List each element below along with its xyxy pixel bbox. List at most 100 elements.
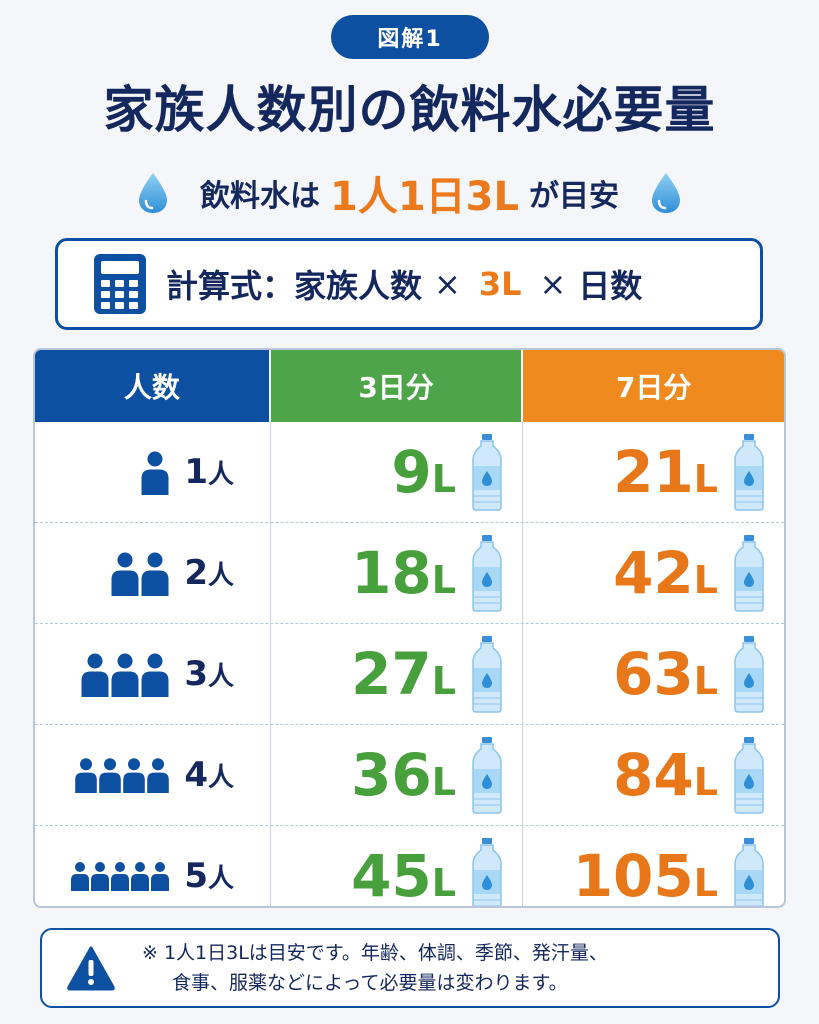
people-icons bbox=[74, 757, 170, 793]
person-icon bbox=[141, 552, 169, 596]
three-day-value: 9L bbox=[391, 443, 456, 501]
formula-three-liters: 3L bbox=[478, 265, 522, 303]
water-bottle-icon bbox=[472, 737, 502, 814]
note-box: ※ 1人1日3Lは目安です。年齢、体調、季節、発汗量、 食事、服薬などによって必… bbox=[40, 928, 780, 1008]
people-count-unit: 人 bbox=[207, 763, 234, 793]
formula-times-1: × bbox=[434, 265, 461, 303]
seven-day-cell: 42L bbox=[522, 523, 784, 623]
seven-day-value: 21L bbox=[613, 443, 718, 501]
table-header: 人数 3日分 7日分 bbox=[35, 350, 784, 422]
three-day-cell: 45L bbox=[270, 826, 522, 906]
liter-unit: L bbox=[431, 457, 456, 501]
person-icon bbox=[141, 653, 169, 697]
seven-day-cell: 21L bbox=[522, 422, 784, 522]
table-row: 1人 9L 21L bbox=[35, 422, 784, 522]
person-icon bbox=[111, 552, 139, 596]
figure-badge: 図解1 bbox=[331, 15, 489, 59]
three-day-cell: 27L bbox=[270, 624, 522, 724]
people-count-number: 3 bbox=[184, 654, 208, 694]
header-7-days: 7日分 bbox=[521, 350, 784, 422]
water-bottle-icon bbox=[472, 838, 502, 906]
people-cell: 1人 bbox=[35, 422, 270, 522]
three-day-number: 45 bbox=[351, 842, 432, 908]
liter-unit: L bbox=[693, 861, 718, 905]
people-cell: 2人 bbox=[35, 523, 270, 623]
people-icons bbox=[110, 551, 170, 596]
note-line-1: ※ 1人1日3Lは目安です。年齢、体調、季節、発汗量、 bbox=[142, 941, 608, 964]
three-day-cell: 9L bbox=[270, 422, 522, 522]
seven-day-cell: 84L bbox=[522, 725, 784, 825]
subtitle: 飲料水は 1人1日3L が目安 bbox=[0, 163, 819, 223]
water-table: 人数 3日分 7日分 1人 9L 21L 2人 18L 42L 3人 27L 63L 4人 36L 8… bbox=[33, 348, 786, 908]
table-body: 1人 9L 21L 2人 18L 42L 3人 27L 63L 4人 36L 84L 5人 45L 105L bbox=[35, 422, 784, 906]
subtitle-after: が目安 bbox=[528, 179, 619, 214]
water-bottle-icon bbox=[734, 838, 764, 906]
seven-day-value: 42L bbox=[613, 544, 718, 602]
person-icon bbox=[71, 862, 90, 891]
person-icon bbox=[81, 653, 109, 697]
person-icon bbox=[147, 758, 170, 793]
people-cell: 4人 bbox=[35, 725, 270, 825]
water-bottle-icon bbox=[734, 636, 764, 713]
person-icon bbox=[131, 862, 150, 891]
people-icons bbox=[140, 450, 170, 495]
three-day-value: 18L bbox=[351, 544, 456, 602]
person-icon bbox=[75, 758, 98, 793]
page-title: 家族人数別の飲料水必要量 bbox=[103, 81, 716, 139]
seven-day-value: 105L bbox=[573, 847, 718, 905]
three-day-number: 36 bbox=[351, 741, 432, 809]
subtitle-accent: 1人1日3L bbox=[330, 174, 519, 220]
people-count-unit: 人 bbox=[207, 460, 234, 490]
calculator-icon bbox=[94, 254, 146, 314]
people-count: 2人 bbox=[184, 553, 234, 593]
seven-day-cell: 105L bbox=[522, 826, 784, 906]
water-bottle-icon bbox=[734, 434, 764, 511]
liter-unit: L bbox=[431, 760, 456, 804]
person-icon bbox=[141, 451, 169, 495]
liter-unit: L bbox=[693, 457, 718, 501]
formula-times-2: × bbox=[539, 265, 567, 303]
header-3-days: 3日分 bbox=[268, 350, 522, 422]
person-icon bbox=[151, 862, 170, 891]
three-day-value: 27L bbox=[351, 645, 456, 703]
liter-unit: L bbox=[693, 558, 718, 602]
three-day-number: 9 bbox=[391, 438, 432, 506]
water-bottle-icon bbox=[472, 636, 502, 713]
seven-day-value: 63L bbox=[613, 645, 718, 703]
person-icon bbox=[123, 758, 146, 793]
warning-icon bbox=[67, 946, 115, 991]
liter-unit: L bbox=[693, 760, 718, 804]
water-bottle-icon bbox=[734, 737, 764, 814]
table-row: 3人 27L 63L bbox=[35, 623, 784, 724]
three-day-value: 36L bbox=[351, 746, 456, 804]
table-row: 4人 36L 84L bbox=[35, 724, 784, 825]
water-drop-icon bbox=[139, 173, 167, 213]
formula-days: 日数 bbox=[578, 267, 643, 305]
liter-unit: L bbox=[431, 558, 456, 602]
seven-day-number: 63 bbox=[613, 640, 694, 708]
people-cell: 5人 bbox=[35, 826, 270, 906]
header-people: 人数 bbox=[35, 350, 269, 422]
person-icon bbox=[99, 758, 122, 793]
water-bottle-icon bbox=[472, 535, 502, 612]
people-count: 5人 bbox=[184, 856, 234, 896]
people-count-number: 2 bbox=[184, 553, 208, 593]
seven-day-value: 84L bbox=[613, 746, 718, 804]
note-text: ※ 1人1日3Lは目安です。年齢、体調、季節、発汗量、 食事、服薬などによって必… bbox=[142, 938, 608, 999]
water-bottle-icon bbox=[734, 535, 764, 612]
people-count: 1人 bbox=[184, 452, 234, 492]
subtitle-before: 飲料水は bbox=[200, 179, 320, 214]
person-icon bbox=[91, 862, 110, 891]
formula-text: 計算式：家族人数 × 3L × 日数 bbox=[166, 261, 642, 307]
table-row: 5人 45L 105L bbox=[35, 825, 784, 906]
three-day-value: 45L bbox=[351, 847, 456, 905]
people-count-number: 5 bbox=[184, 856, 208, 896]
formula-box: 計算式：家族人数 × 3L × 日数 bbox=[55, 238, 763, 330]
liter-unit: L bbox=[431, 659, 456, 703]
seven-day-number: 105 bbox=[572, 842, 694, 908]
people-count: 3人 bbox=[184, 654, 234, 694]
people-icons bbox=[70, 861, 170, 891]
seven-day-number: 42 bbox=[613, 539, 694, 607]
three-day-cell: 36L bbox=[270, 725, 522, 825]
seven-day-cell: 63L bbox=[522, 624, 784, 724]
